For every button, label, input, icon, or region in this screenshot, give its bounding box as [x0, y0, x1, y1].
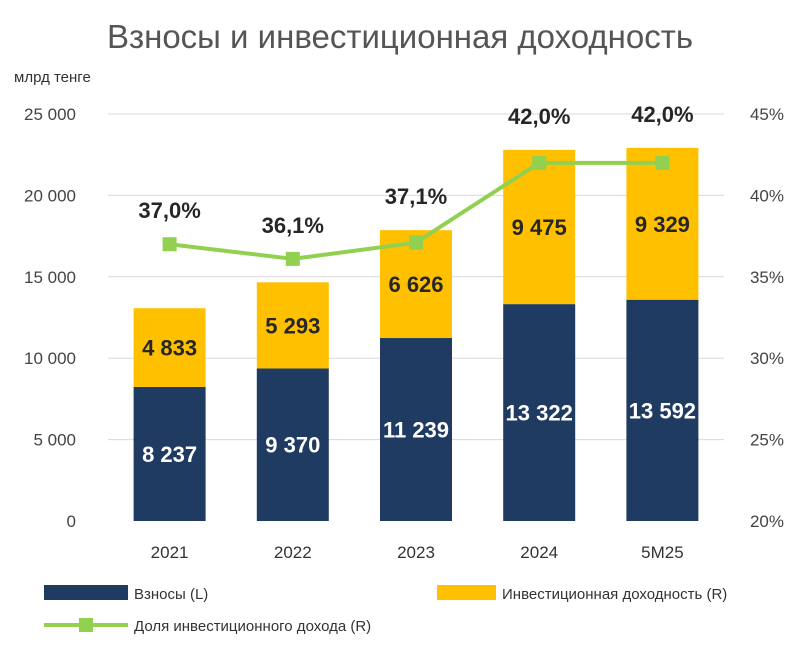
bar-investment-income: [133, 308, 206, 387]
legend-swatch-contributions: [44, 585, 128, 600]
left-tick-label: 5 000: [33, 431, 76, 450]
investment-income-value-label: 4 833: [142, 336, 197, 361]
right-tick-label: 35%: [750, 268, 784, 287]
share-value-label: 36,1%: [262, 213, 324, 238]
share-value-label: 42,0%: [631, 102, 693, 127]
investment-income-value-label: 5 293: [265, 313, 320, 338]
share-value-label: 37,1%: [385, 184, 447, 209]
share-point: [162, 237, 177, 252]
category-label: 5M25: [641, 543, 684, 562]
left-axis: 0 5 000 10 000 15 000 20 000 25 000: [24, 105, 76, 531]
contributions-value-label: 9 370: [265, 433, 320, 458]
bar-contributions: [626, 299, 699, 521]
right-tick-label: 30%: [750, 349, 784, 368]
share-value-label: 42,0%: [508, 104, 570, 129]
left-tick-label: 25 000: [24, 105, 76, 124]
unit-label: млрд тенге: [14, 69, 91, 86]
contributions-value-label: 13 322: [506, 401, 573, 426]
bar-investment-income: [503, 149, 576, 305]
investment-income-value-label: 9 475: [512, 215, 567, 240]
category-label: 2024: [520, 543, 558, 562]
right-tick-label: 45%: [750, 105, 784, 124]
chart-title: Взносы и инвестиционная доходность: [107, 18, 693, 55]
category-label: 2022: [274, 543, 312, 562]
contributions-value-label: 13 592: [629, 398, 696, 423]
bar-investment-income: [626, 147, 699, 300]
legend-swatch-investment-income: [437, 585, 496, 600]
investment-income-value-label: 9 329: [635, 212, 690, 237]
legend: Взносы (L) Инвестиционная доходность (R) Д…: [44, 585, 727, 635]
contributions-value-label: 8 237: [142, 442, 197, 467]
category-axis: 2021 2022 2023 2024 5M25: [151, 543, 684, 562]
share-point: [532, 155, 547, 170]
right-tick-label: 20%: [750, 512, 784, 531]
legend-label-investment-income: Инвестиционная доходность (R): [502, 586, 727, 603]
category-label: 2021: [151, 543, 189, 562]
share-line-layer: 37,0% 36,1% 37,1% 42,0% 42,0%: [138, 102, 694, 266]
legend-label-contributions: Взносы (L): [134, 586, 208, 603]
bar-contributions: [256, 368, 329, 521]
right-axis: 20% 25% 30% 35% 40% 45%: [750, 105, 784, 531]
bar-contributions: [503, 304, 576, 521]
share-point: [409, 235, 423, 250]
category-label: 2023: [397, 543, 435, 562]
bar-investment-income: [256, 282, 329, 369]
right-tick-label: 40%: [750, 186, 784, 205]
share-point: [285, 251, 300, 266]
bar-contributions: [133, 386, 206, 521]
right-tick-label: 25%: [750, 431, 784, 450]
contributions-value-label: 11 239: [383, 418, 449, 443]
legend-swatch-share-marker: [79, 618, 93, 632]
share-point: [655, 155, 670, 170]
left-tick-label: 10 000: [24, 349, 76, 368]
left-tick-label: 20 000: [24, 186, 76, 205]
bars-layer: 8 237 4 833 9 370 5 293 11 239 6 626 13 322 9 4…: [133, 147, 699, 521]
legend-label-share: Доля инвестиционного дохода (R): [134, 618, 371, 635]
bar-contributions: [380, 338, 452, 521]
share-value-label: 37,0%: [138, 198, 200, 223]
investment-income-value-label: 6 626: [388, 272, 443, 297]
left-tick-label: 15 000: [24, 268, 76, 287]
left-tick-label: 0: [67, 512, 76, 531]
